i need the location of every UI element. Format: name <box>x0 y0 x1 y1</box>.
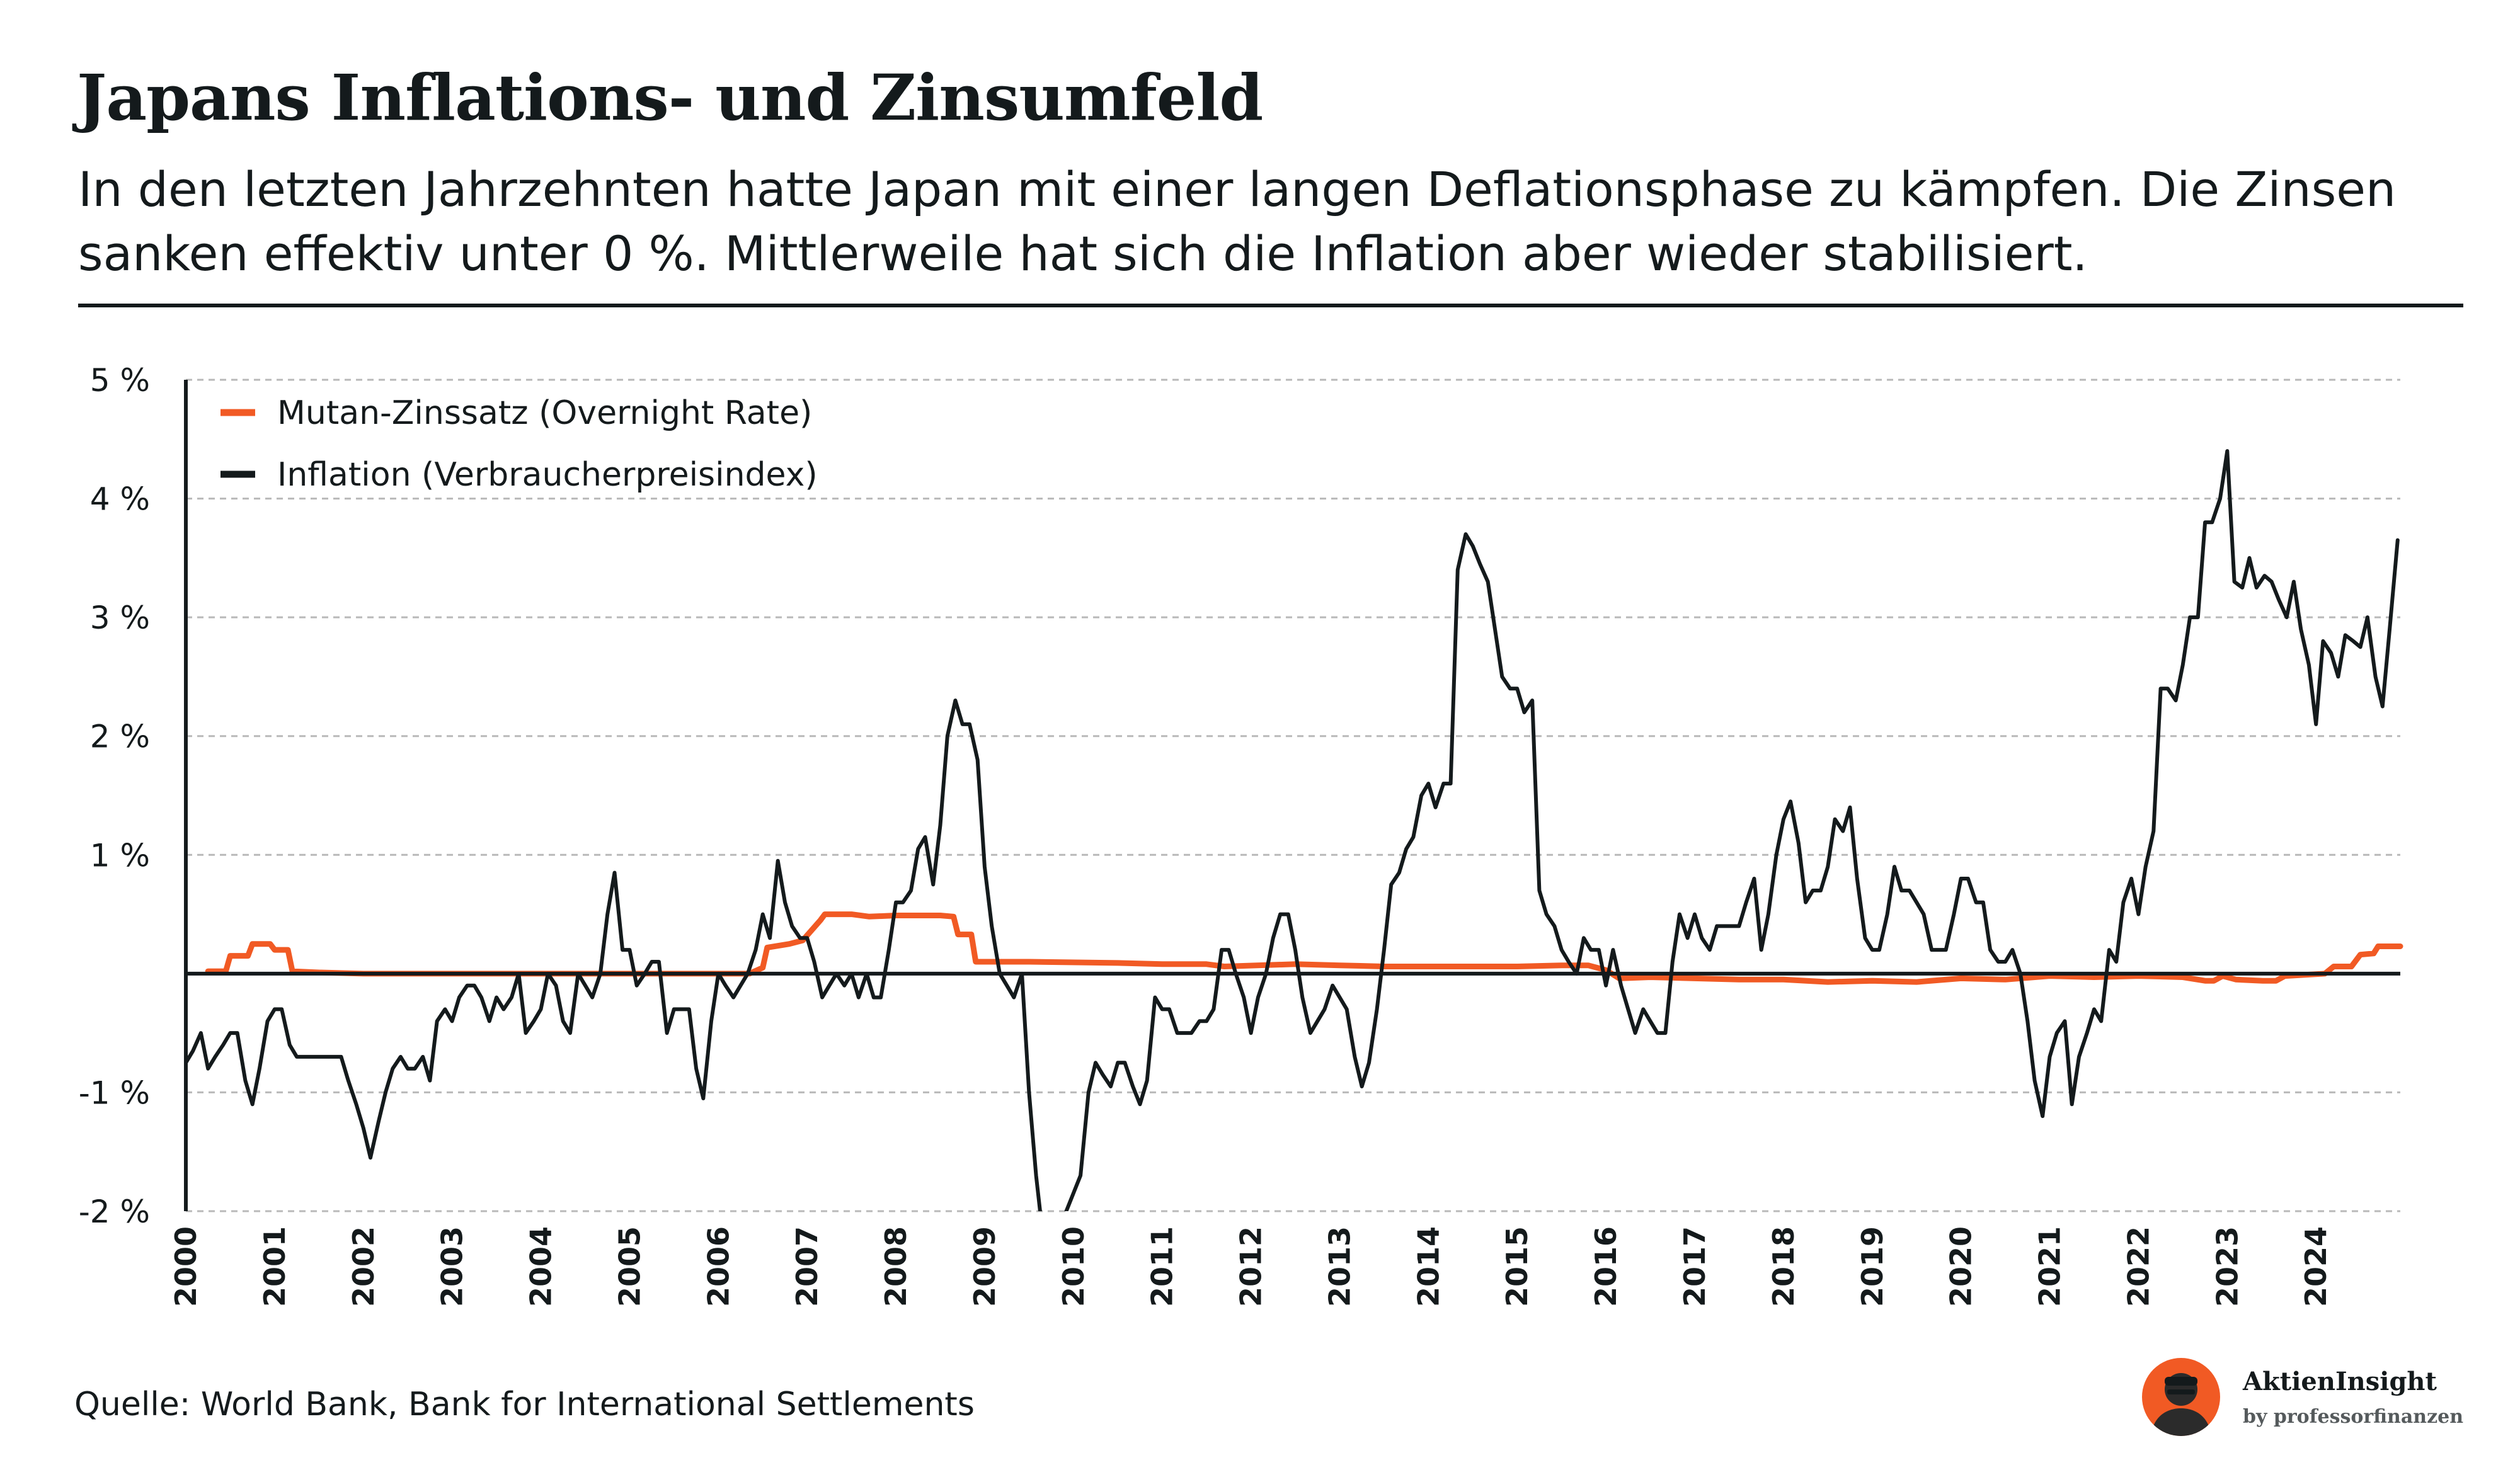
x-tick-label: 2024 <box>2299 1226 2333 1307</box>
x-tick-label: 2011 <box>1145 1226 1179 1307</box>
x-tick-label: 2016 <box>1589 1226 1623 1307</box>
y-tick-label: 1 % <box>90 837 150 874</box>
x-tick-label: 2017 <box>1678 1226 1712 1307</box>
x-tick-label: 2001 <box>258 1226 292 1307</box>
x-tick-label: 2002 <box>346 1226 381 1307</box>
x-tick-label: 2006 <box>701 1226 735 1307</box>
x-tick-label: 2003 <box>435 1226 469 1307</box>
series-lines <box>184 449 2403 1211</box>
x-tick-label: 2019 <box>1855 1226 1889 1307</box>
x-tick-label: 2008 <box>879 1226 913 1307</box>
chart-subtitle: In den letzten Jahrzehnten hatte Japan m… <box>78 161 2397 282</box>
y-tick-label: -1 % <box>79 1074 150 1111</box>
source-note: Quelle: World Bank, Bank for Internation… <box>74 1386 975 1423</box>
chart-title: Japans Inflations- und Zinsumfeld <box>77 60 1263 135</box>
brand-name: AktienInsight <box>2243 1367 2437 1396</box>
x-tick-label: 2018 <box>1767 1226 1801 1307</box>
header-divider <box>78 304 2463 307</box>
x-tick-label: 2015 <box>1500 1226 1534 1307</box>
x-tick-label: 2000 <box>169 1226 203 1307</box>
y-tick-label: 2 % <box>90 719 150 755</box>
brand-tagline: by professorfinanzen <box>2243 1406 2464 1428</box>
x-tick-label: 2014 <box>1411 1226 1445 1307</box>
legend: Mutan-Zinssatz (Overnight Rate) Inflation… <box>220 394 818 494</box>
y-tick-label: -2 % <box>79 1194 150 1230</box>
x-tick-label: 2023 <box>2210 1226 2244 1307</box>
y-tick-label: 5 % <box>90 362 150 399</box>
legend-label: Mutan-Zinssatz (Overnight Rate) <box>277 394 812 432</box>
person-icon <box>2151 1373 2211 1436</box>
x-tick-label: 2009 <box>968 1226 1002 1307</box>
avatar <box>2142 1358 2220 1436</box>
y-axis-tick-labels: -2 % -1 % 1 % 2 % 3 % 4 % 5 % <box>79 362 150 1230</box>
x-tick-label: 2004 <box>524 1226 558 1307</box>
y-tick-label: 4 % <box>90 481 150 518</box>
grid-lines <box>186 379 2400 1212</box>
axes <box>184 380 2400 1211</box>
x-tick-label: 2013 <box>1322 1226 1356 1307</box>
x-tick-label: 2012 <box>1234 1226 1268 1307</box>
y-tick-label: 3 % <box>90 600 150 636</box>
x-axis-tick-labels: 2000 2001 2002 2003 2004 2005 2006 2007 2008 2009… <box>169 1226 2333 1307</box>
x-tick-label: 2020 <box>1944 1226 1978 1307</box>
x-tick-label: 2021 <box>2033 1226 2067 1307</box>
brand-badge: AktienInsight by professorfinanzen <box>2142 1354 2470 1442</box>
x-tick-label: 2010 <box>1057 1226 1091 1307</box>
x-tick-label: 2007 <box>790 1226 824 1307</box>
series-line-inflation <box>184 449 2400 1211</box>
x-tick-label: 2022 <box>2121 1226 2155 1307</box>
x-tick-label: 2005 <box>612 1226 646 1307</box>
legend-label: Inflation (Verbraucherpreisindex) <box>277 456 818 494</box>
